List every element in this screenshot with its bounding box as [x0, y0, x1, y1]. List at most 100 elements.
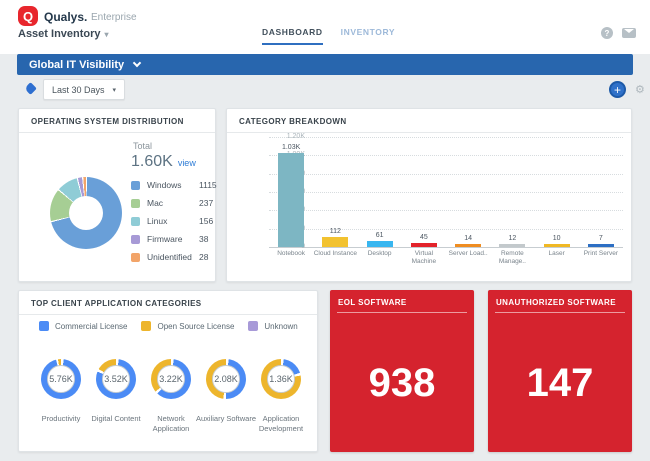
os-legend-item: Firmware 38 — [131, 230, 217, 248]
ring-chart-digital-content[interactable]: 3.52K — [96, 359, 136, 399]
y-axis-tick: 1.20K — [286, 133, 305, 140]
chart-x-axis-labels: Notebook Cloud Instance Desktop Virtual Mac… — [269, 250, 623, 267]
ring-total: 2.08K — [214, 374, 238, 384]
gridline — [269, 155, 623, 157]
gridline — [269, 137, 623, 138]
legend-swatch — [131, 252, 140, 262]
top-bar: Q Qualys. Enterprise Asset Inventory ▾ DA… — [0, 0, 650, 54]
legend-label: Windows — [147, 180, 182, 190]
os-legend-item: Mac 237 — [131, 194, 217, 212]
apps-legend-item: Open Source License — [141, 321, 234, 331]
os-total-label: Total — [133, 141, 153, 151]
ring-hole: 1.36K — [267, 365, 295, 393]
bar-value-label: 12 — [508, 235, 517, 242]
legend-swatch — [131, 216, 140, 226]
bar[interactable] — [278, 153, 305, 247]
ring-hole: 3.52K — [102, 365, 130, 393]
bar-value-label: 61 — [375, 232, 384, 239]
ring-hole: 2.08K — [212, 365, 240, 393]
apps-card-title: TOP CLIENT APPLICATION CATEGORIES — [19, 291, 317, 315]
bar-value-label: 14 — [464, 235, 473, 242]
ring-label: Productivity — [41, 414, 81, 423]
bar-value-label: 112 — [329, 228, 341, 235]
bar-slot: 12 — [490, 137, 534, 247]
bar[interactable] — [410, 243, 437, 247]
legend-swatch — [141, 321, 152, 331]
legend-value: 28 — [199, 252, 209, 262]
app-picker-label: Asset Inventory — [18, 28, 101, 40]
bar[interactable] — [499, 244, 526, 247]
legend-value: 1115 — [199, 180, 217, 190]
ring-charts: 5.76K Productivity 3.52K Digital Content 3.2… — [19, 359, 319, 449]
legend-label: Unidentified — [147, 252, 192, 262]
chevron-down-icon — [132, 58, 142, 68]
ring-chart-productivity[interactable]: 5.76K — [41, 359, 81, 399]
os-card-title: OPERATING SYSTEM DISTRIBUTION — [19, 109, 215, 133]
bar[interactable] — [543, 244, 570, 247]
bar[interactable] — [587, 244, 614, 247]
ring-hole: 3.22K — [157, 365, 185, 393]
apps-legend: Commercial License Open Source License Unk… — [39, 321, 298, 331]
tab-dashboard[interactable]: DASHBOARD — [262, 27, 323, 45]
legend-value: 38 — [199, 234, 209, 244]
chart-bars: 1.03K 112 61 45 14 12 10 7 — [269, 137, 623, 247]
ring-total: 1.36K — [269, 374, 293, 384]
ring-chart-auxiliary-software[interactable]: 2.08K — [206, 359, 246, 399]
divider — [495, 312, 625, 313]
unauthorized-card-title: UNAUTHORIZED SOFTWARE — [496, 298, 616, 307]
legend-value: 237 — [199, 198, 214, 208]
brand-name: Qualys. — [44, 10, 88, 24]
bar-slot: 45 — [402, 137, 446, 247]
bar-value-label: 1.03K — [281, 144, 301, 151]
x-axis-label: Desktop — [367, 250, 392, 257]
apps-legend-item: Commercial License — [39, 321, 127, 331]
bar-slot: 7 — [579, 137, 623, 247]
ring-label: Digital Content — [91, 414, 141, 423]
date-range-value: Last 30 Days — [51, 84, 105, 95]
ring-hole: 5.76K — [47, 365, 75, 393]
x-axis-label: Virtual Machine — [411, 250, 437, 266]
tag-icon — [24, 82, 37, 95]
main-tabs: DASHBOARD INVENTORY — [262, 27, 395, 45]
date-range-dropdown[interactable]: Last 30 Days ▾ — [43, 79, 125, 100]
os-legend-item: Unidentified 28 — [131, 248, 217, 266]
bar[interactable] — [366, 241, 393, 247]
apps-legend-item: Unknown — [248, 321, 298, 331]
ring-total: 3.22K — [159, 374, 183, 384]
unauthorized-count: 147 — [526, 361, 594, 405]
bar[interactable] — [322, 237, 349, 247]
unauthorized-software-card[interactable]: UNAUTHORIZED SOFTWARE 147 — [488, 290, 632, 452]
legend-label: Commercial License — [55, 321, 128, 331]
legend-swatch — [39, 321, 49, 331]
add-widget-button[interactable]: + — [609, 81, 626, 98]
gridline — [269, 247, 623, 248]
eol-software-card[interactable]: EOL SOFTWARE 938 — [330, 290, 474, 452]
os-donut-chart[interactable] — [50, 177, 122, 249]
ring-chart-application-development[interactable]: 1.36K — [261, 359, 301, 399]
dashboard-selector[interactable]: Global IT Visibility — [17, 54, 633, 75]
bar-value-label: 10 — [552, 235, 561, 242]
legend-swatch — [248, 321, 259, 331]
gear-icon[interactable]: ⚙ — [635, 84, 645, 96]
divider — [337, 312, 467, 313]
os-legend-item: Windows 1115 — [131, 176, 217, 194]
dashboard-title: Global IT Visibility — [29, 58, 125, 71]
gridline — [269, 173, 623, 175]
tab-inventory[interactable]: INVENTORY — [340, 27, 396, 37]
os-view-link[interactable]: view — [177, 158, 196, 168]
app-picker-asset-inventory[interactable]: Asset Inventory ▾ — [18, 28, 109, 40]
os-legend: Windows 1115 Mac 237 Linux 156 Firmware 38 Unide… — [131, 176, 217, 266]
ring-chart-network-application[interactable]: 3.22K — [151, 359, 191, 399]
os-distribution-card: OPERATING SYSTEM DISTRIBUTION Total 1.60… — [18, 108, 217, 282]
ring-total: 3.52K — [104, 374, 128, 384]
legend-swatch — [131, 198, 140, 208]
mail-icon[interactable] — [622, 28, 636, 38]
help-icon[interactable]: ? — [601, 27, 613, 39]
x-axis-label: Cloud Instance — [313, 250, 358, 257]
x-axis-label: Laser — [548, 250, 565, 257]
bar[interactable] — [455, 244, 482, 247]
os-legend-item: Linux 156 — [131, 212, 217, 230]
qualys-logo-icon: Q — [18, 6, 38, 26]
legend-label: Unknown — [264, 321, 298, 331]
